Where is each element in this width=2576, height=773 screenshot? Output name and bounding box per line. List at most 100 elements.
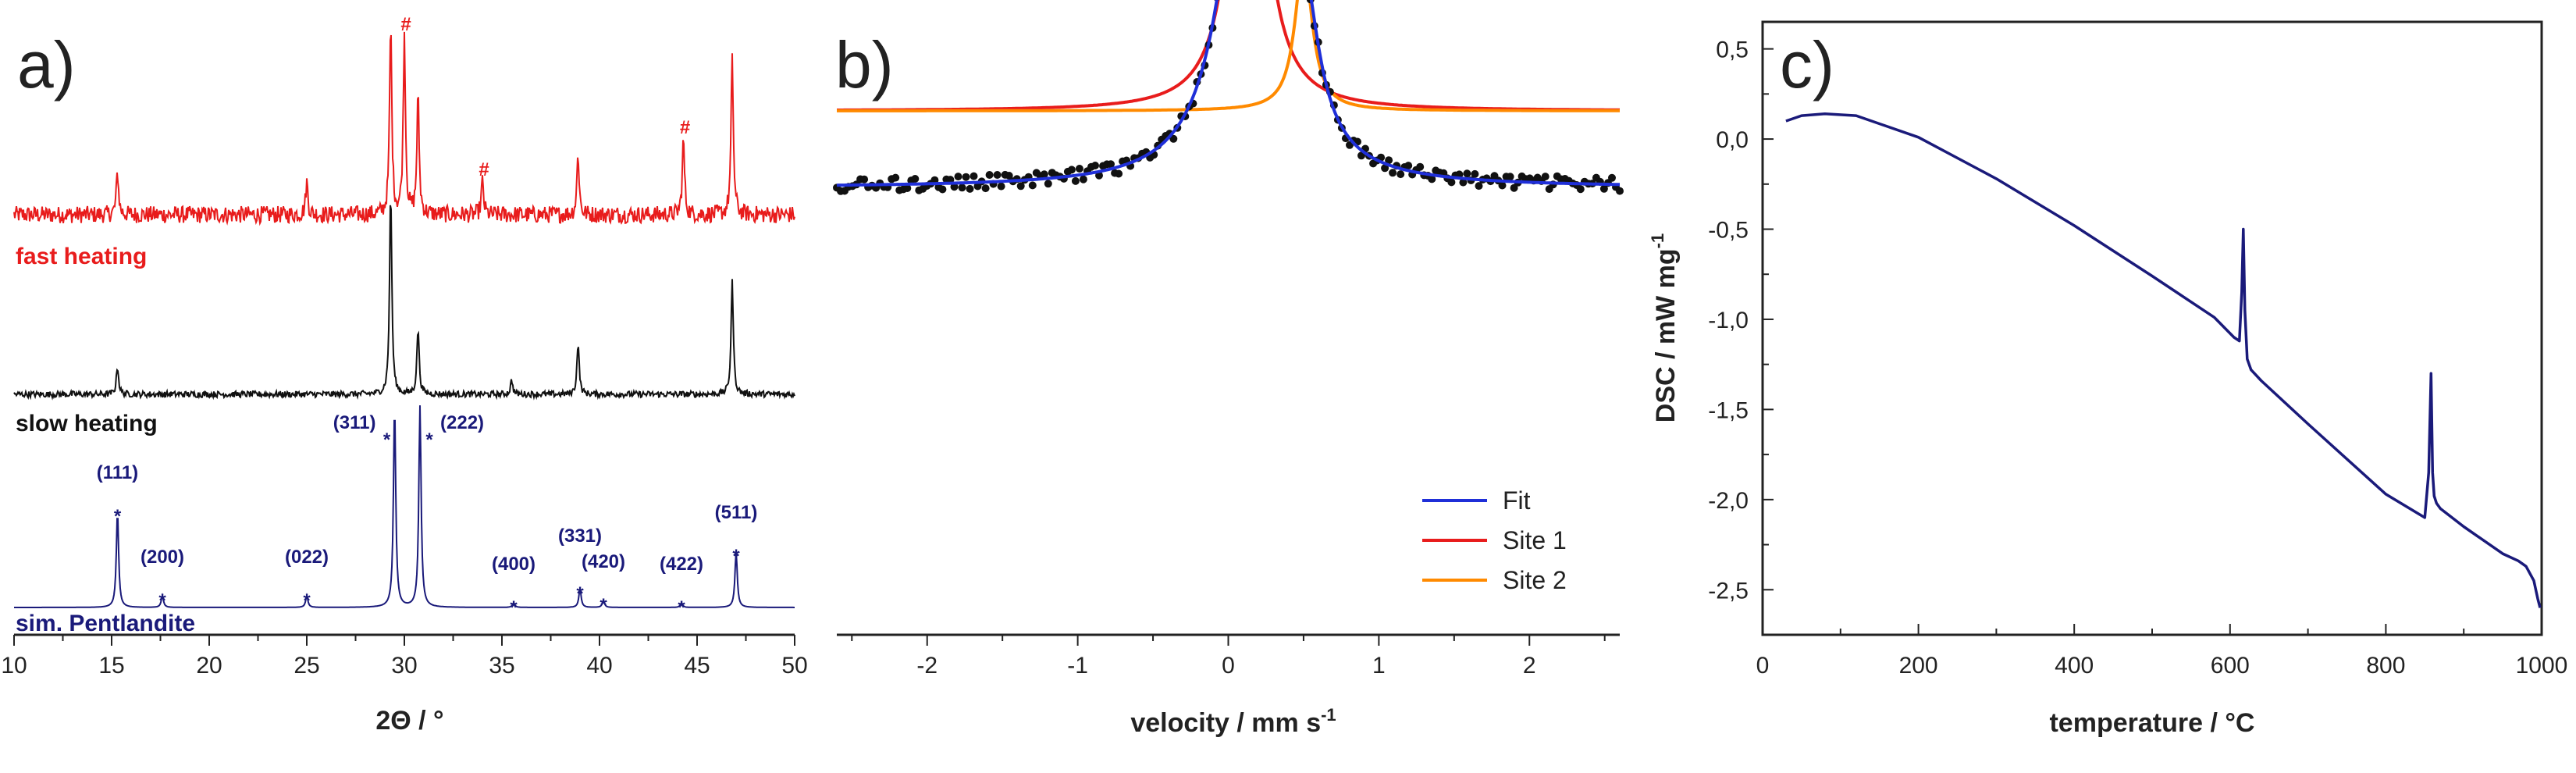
mossbauer-data-point [1576,185,1585,194]
mossbauer-data-point [985,171,994,179]
mossbauer-data-point [1428,175,1436,183]
mossbauer-data-point [1091,162,1099,169]
dsc-line [1785,112,2542,608]
xrd-x-tick-label: 45 [684,653,710,679]
fit-line [836,0,1620,187]
xrd-impurity-marker: # [400,14,411,35]
xrd-peak-star: * [678,597,685,618]
mossbauer-x-tick-label: 0 [1222,653,1235,679]
mossbauer-data-point [1397,170,1405,179]
mossbauer-plot [833,0,1624,195]
panel-b-mossbauer: b) -2 -1 0 1 2 velocity / mm s-1 Fit Site 1 … [833,0,1624,738]
xrd-x-axis-title: 2Θ / ° [375,706,443,736]
mossbauer-data-point [1005,172,1013,180]
legend-label-site-1: Site 1 [1503,526,1567,554]
xrd-impurity-marker: # [680,117,690,138]
dsc-y-axis-title: DSC / mW mg-1 [1648,233,1681,422]
mossbauer-x-tick-label: 1 [1372,653,1386,679]
dsc-y-tick-label: 0,5 [1716,37,1749,63]
mossbauer-data-point [1416,162,1425,171]
xrd-x-axis: 10 15 20 25 30 35 40 45 50 [1,633,808,679]
mossbauer-data-point [1071,176,1080,185]
dsc-y-tick-label: -1,0 [1708,308,1749,333]
xrd-peak-star: * [732,546,740,567]
mossbauer-data-point [1616,187,1624,195]
mossbauer-data-point [1016,182,1025,191]
xrd-annotations: # # # * (111) * (200) * (022) * (311) * (222) * (400) *… [97,14,758,618]
mossbauer-data-point [1541,173,1550,181]
mossbauer-data-point [1404,162,1413,170]
xrd-x-tick-label: 20 [196,653,222,679]
mossbauer-data-point [1459,178,1468,187]
mossbauer-x-axis-title-main: velocity / mm s [1130,708,1321,738]
panel-c-label: c) [1780,28,1834,102]
mossbauer-data-point [1381,164,1389,173]
dsc-x-axis-title: temperature / °C [2049,708,2254,738]
mossbauer-data-point [1475,182,1483,191]
xrd-x-tick-label: 35 [489,653,514,679]
mossbauer-x-tick-label: -2 [916,653,938,679]
dsc-y-tick-label: -2,0 [1708,488,1749,514]
mossbauer-data-point [970,172,978,180]
mossbauer-data-point [1510,183,1518,192]
xrd-x-tick-label: 10 [1,653,27,679]
xrd-peak-hkl-label: (311) [333,412,376,433]
dsc-x-tick-label: 600 [2211,653,2250,679]
xrd-peak-star: * [576,583,584,604]
dsc-x-tick-label: 800 [2366,653,2405,679]
xrd-x-tick-label: 40 [586,653,612,679]
mossbauer-data-point [938,185,947,194]
xrd-peak-star: * [303,590,311,611]
mossbauer-data-point [1040,170,1048,179]
mossbauer-data-point [1608,173,1616,182]
xrd-peak-hkl-label: (111) [97,462,138,483]
dsc-x-tick-label: 200 [1899,653,1938,679]
series-label-fast-heating: fast heating [16,244,147,269]
mossbauer-legend: Fit Site 1 Site 2 [1422,486,1567,594]
mossbauer-data-point [962,173,970,181]
xrd-peak-hkl-label: (200) [141,547,184,568]
dsc-plot-frame [1761,20,2543,636]
dsc-y-tick-label: -2,5 [1708,578,1749,604]
mossbauer-data-point [1169,134,1178,143]
dsc-y-tick-label: 0,0 [1716,127,1749,153]
mossbauer-data-point [1447,178,1456,187]
panel-b-label: b) [835,28,894,102]
mossbauer-data-point [1385,156,1393,165]
mossbauer-data-point [1107,160,1115,169]
dsc-y-tick-label: -1,5 [1708,397,1749,423]
xrd-peak-hkl-label: (331) [558,525,602,547]
mossbauer-data-point [1506,173,1514,181]
xrd-line-slow-heating [13,205,795,401]
dsc-x-tick-label: 400 [2055,653,2094,679]
legend-label-site-2: Site 2 [1503,566,1567,594]
mossbauer-data-point [966,184,974,193]
mossbauer-data-point [1463,169,1471,178]
xrd-peak-hkl-label: (422) [660,554,703,575]
mossbauer-data-point [860,175,869,183]
mossbauer-data-point [993,171,1002,179]
mossbauer-data-point [1079,175,1087,183]
mossbauer-data-point [958,183,966,192]
site-2-line [837,0,1620,112]
xrd-peak-hkl-label: (420) [582,551,625,572]
xrd-peak-star: * [114,506,122,527]
panel-a-xrd: a) # # # * (111) * (200) * (022) * (311) * (222) * (40… [1,14,807,736]
mossbauer-x-tick-label: -1 [1067,653,1088,679]
series-label-sim-pentlandite: sim. Pentlandite [16,611,195,636]
mossbauer-data-point [950,183,959,191]
dsc-axes: 0 200 400 600 800 1000 0,5 0,0 -0,5 -1,0 -1,5 -2,0 -… [1708,37,2567,679]
mossbauer-data-point [997,182,1005,191]
xrd-x-tick-label: 25 [294,653,319,679]
mossbauer-x-tick-label: 2 [1523,653,1536,679]
mossbauer-x-axis-title: velocity / mm s-1 [1130,705,1336,738]
xrd-x-tick-label: 15 [98,653,124,679]
panel-a-label: a) [17,28,76,102]
dsc-x-tick-label: 1000 [2516,653,2568,679]
xrd-peak-hkl-label: (511) [715,502,758,523]
mossbauer-x-axis: -2 -1 0 1 2 [837,633,1620,679]
mossbauer-data-point [1044,180,1052,188]
xrd-x-tick-label: 30 [391,653,417,679]
mossbauer-data-point [911,175,920,183]
xrd-line-fast-heating [13,31,795,226]
